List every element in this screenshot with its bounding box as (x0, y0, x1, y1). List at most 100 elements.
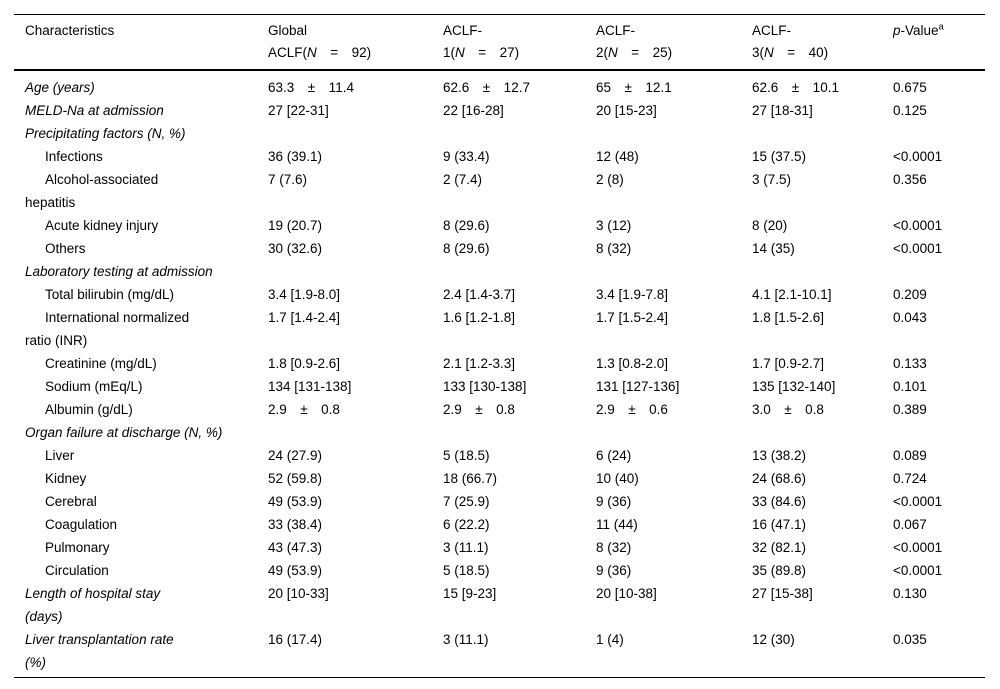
cell-global-aclf: 1.7 [1.4-2.4] (268, 310, 341, 325)
cell-aclf-3: 8 (20) (752, 218, 788, 233)
cell-p-value (893, 421, 985, 444)
cell-aclf-3: 32 (82.1) (752, 540, 807, 555)
cell-aclf-1: 2.1 [1.2-3.3] (443, 356, 516, 371)
cell-global-aclf: 63.3 ± 11.4 (268, 80, 354, 95)
table-row: Total bilirubin (mg/dL) 3.4 [1.9-8.0] 2.4 … (14, 283, 985, 306)
cell-p-value: <0.0001 (893, 540, 943, 555)
table-row: Others 30 (32.6) 8 (29.6) 8 (32) 14 (35) <0.0… (14, 237, 985, 260)
cell-global-aclf: 7 (7.6) (268, 172, 308, 187)
table-row: Age (years) 63.3 ± 11.4 62.6 ± 12.7 65 ± 12… (14, 70, 985, 99)
cell-aclf-2: 6 (24) (596, 448, 632, 463)
cell-aclf-2: 9 (36) (596, 494, 632, 509)
cell-aclf-1: 6 (22.2) (443, 517, 490, 532)
cell-global-aclf: 33 (38.4) (268, 517, 323, 532)
cell-global-aclf: 20 [10-33] (268, 586, 329, 601)
section-row: Laboratory testing at admission (14, 260, 985, 283)
table-row: MELD-Na at admission 27 [22-31] 22 [16-28]… (14, 99, 985, 122)
cell-aclf-2: 3.4 [1.9-7.8] (596, 287, 669, 302)
cell-aclf-3 (752, 421, 893, 444)
header-row: Characteristics Global ACLF(N = 92) ACLF… (14, 14, 985, 71)
table-row: Sodium (mEq/L) 134 [131-138] 133 [130-138]… (14, 375, 985, 398)
cell-p-value: 0.043 (893, 310, 927, 325)
cell-aclf-3: 24 (68.6) (752, 471, 807, 486)
cell-global-aclf (268, 122, 443, 145)
cell-aclf-1: 62.6 ± 12.7 (443, 80, 530, 95)
cell-p-value: <0.0001 (893, 563, 943, 578)
header-n-symbol: N (307, 45, 317, 60)
cell-p-value: <0.0001 (893, 218, 943, 233)
cell-global-aclf: 24 (27.9) (268, 448, 323, 463)
cell-aclf-3: 4.1 [2.1-10.1] (752, 287, 832, 302)
cell-aclf-3: 1.7 [0.9-2.7] (752, 356, 825, 371)
row-label: Coagulation (45, 517, 118, 532)
cell-aclf-2: 8 (32) (596, 241, 632, 256)
cell-aclf-3: 3.0 ± 0.8 (752, 402, 824, 417)
column-header-aclf-3: ACLF- 3(N = 40) (752, 14, 893, 71)
cell-global-aclf: 2.9 ± 0.8 (268, 402, 340, 417)
cell-aclf-1: 8 (29.6) (443, 218, 490, 233)
cell-aclf-1: 15 [9-23] (443, 586, 497, 601)
table-row: Cerebral 49 (53.9) 7 (25.9) 9 (36) 33 (84.6)… (14, 490, 985, 513)
cell-aclf-2: 11 (44) (596, 517, 638, 532)
section-row: Organ failure at discharge (N, %) (14, 421, 985, 444)
header-n-symbol: N (764, 45, 774, 60)
cell-aclf-1: 3 (11.1) (443, 628, 596, 678)
cell-aclf-2: 10 (40) (596, 471, 639, 486)
table-row: Liver transplantation rate (%) 16 (17.4) 3… (14, 628, 985, 678)
cell-p-value: <0.0001 (893, 149, 943, 164)
cell-p-value: 0.035 (893, 628, 985, 678)
cell-global-aclf (268, 421, 443, 444)
header-line2-pre: 3( (752, 45, 765, 60)
table-row: Creatinine (mg/dL) 1.8 [0.9-2.6] 2.1 [1.2-… (14, 352, 985, 375)
cell-aclf-2: 1 (4) (596, 628, 752, 678)
cell-p-value: 0.724 (893, 471, 927, 486)
table-row: Circulation 49 (53.9) 5 (18.5) 9 (36) 35 (89… (14, 559, 985, 582)
row-label: Organ failure at discharge (N, %) (25, 425, 223, 440)
cell-aclf-2: 1.3 [0.8-2.0] (596, 356, 669, 371)
cell-global-aclf: 49 (53.9) (268, 563, 323, 578)
row-label: Sodium (mEq/L) (45, 379, 143, 394)
row-label: Albumin (g/dL) (45, 402, 133, 417)
cell-p-value: 0.133 (893, 356, 927, 371)
cell-global-aclf: 27 [22-31] (268, 103, 329, 118)
cell-aclf-1: 8 (29.6) (443, 241, 490, 256)
cell-aclf-1: 5 (18.5) (443, 448, 490, 463)
row-label: Circulation (45, 563, 109, 578)
cell-aclf-2: 65 ± 12.1 (596, 80, 672, 95)
cell-aclf-1: 5 (18.5) (443, 563, 490, 578)
table-row: Acute kidney injury 19 (20.7) 8 (29.6) 3 (1… (14, 214, 985, 237)
cell-aclf-3: 3 (7.5) (752, 172, 792, 187)
table-row: Kidney 52 (59.8) 18 (66.7) 10 (40) 24 (68.6)… (14, 467, 985, 490)
cell-aclf-3: 13 (38.2) (752, 448, 807, 463)
cell-aclf-1: 1.6 [1.2-1.8] (443, 310, 516, 325)
table-row: Length of hospital stay (days) 20 [10-33]… (14, 582, 985, 628)
cell-aclf-3: 1.8 [1.5-2.6] (752, 310, 825, 325)
cell-aclf-1: 18 (66.7) (443, 471, 498, 486)
row-label: Creatinine (mg/dL) (45, 356, 157, 371)
cell-aclf-3 (752, 260, 893, 283)
cell-p-value: 0.089 (893, 448, 927, 463)
cell-aclf-1: 22 [16-28] (443, 103, 504, 118)
row-label: International normalized ratio (INR) (25, 310, 190, 348)
cell-p-value: 0.101 (893, 379, 927, 394)
cell-aclf-2: 12 (48) (596, 149, 639, 164)
row-label: Alcohol-associated hepatitis (25, 172, 159, 210)
cell-aclf-1: 7 (25.9) (443, 494, 490, 509)
cell-aclf-1 (443, 421, 596, 444)
cell-global-aclf: 1.8 [0.9-2.6] (268, 356, 341, 371)
row-label: Pulmonary (45, 540, 110, 555)
cell-global-aclf: 30 (32.6) (268, 241, 323, 256)
cell-aclf-1: 2.9 ± 0.8 (443, 402, 515, 417)
row-label: Liver transplantation rate (%) (14, 628, 268, 678)
cell-aclf-2: 2 (8) (596, 172, 624, 187)
cell-aclf-2: 9 (36) (596, 563, 632, 578)
row-label: Total bilirubin (mg/dL) (45, 287, 175, 302)
footnote-marker-a: a (938, 21, 944, 33)
cell-aclf-2: 3 (12) (596, 218, 632, 233)
row-label: Precipitating factors (N, %) (25, 126, 186, 141)
cell-p-value: 0.675 (893, 80, 927, 95)
cell-global-aclf: 16 (17.4) (268, 628, 443, 678)
cell-global-aclf: 3.4 [1.9-8.0] (268, 287, 341, 302)
cell-aclf-3: 16 (47.1) (752, 517, 807, 532)
